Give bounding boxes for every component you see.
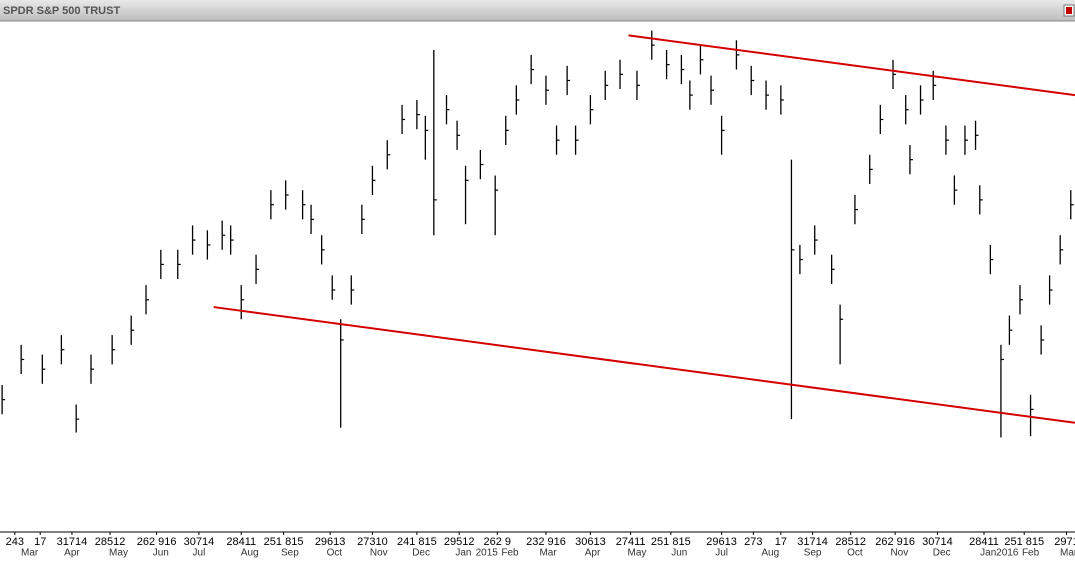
month-tick-label: 2015 (476, 548, 499, 559)
day-tick-label: 30613 (575, 536, 606, 548)
day-tick-label: 29512 (444, 536, 475, 548)
day-tick-label: 30714 (922, 536, 953, 548)
day-tick-label: 232 916 (526, 536, 566, 548)
day-tick-label: 2971 (1054, 536, 1075, 548)
month-tick-label: Aug (241, 548, 259, 559)
day-tick-label: 17 (775, 536, 787, 548)
trendline (213, 306, 1075, 424)
window-button-icon (1066, 7, 1072, 14)
trendline (628, 34, 1075, 97)
month-tick-label: May (109, 548, 128, 559)
month-tick-label: Mar (1060, 548, 1075, 559)
month-tick-label: Jan (455, 548, 471, 559)
window-title: SPDR S&P 500 TRUST (3, 5, 120, 17)
day-tick-label: 28512 (95, 536, 126, 548)
month-tick-label: Jul (193, 548, 206, 559)
month-tick-label: Apr (585, 548, 601, 559)
day-tick-label: 30714 (184, 536, 215, 548)
day-tick-label: 28411 (969, 536, 999, 548)
day-tick-label: 243 (6, 536, 24, 548)
day-tick-label: 262 9 (484, 536, 512, 548)
month-tick-label: 2016 (996, 548, 1019, 559)
day-tick-label: 31714 (57, 536, 88, 548)
month-tick-label: Oct (847, 548, 863, 559)
month-tick-label: Mar (21, 548, 39, 559)
day-tick-label: 251 815 (1004, 536, 1044, 548)
plot (1, 30, 1075, 438)
month-tick-label: Nov (370, 548, 388, 559)
month-tick-label: Sep (281, 548, 299, 559)
day-tick-label: 241 815 (397, 536, 437, 548)
month-tick-label: Dec (933, 548, 951, 559)
month-tick-label: May (628, 548, 647, 559)
month-tick-label: Apr (64, 548, 80, 559)
month-tick-label: Feb (501, 548, 519, 559)
month-tick-label: Jun (671, 548, 687, 559)
day-tick-label: 29613 (315, 536, 346, 548)
month-tick-label: Oct (327, 548, 343, 559)
day-tick-label: 251 815 (651, 536, 691, 548)
day-tick-label: 29613 (706, 536, 737, 548)
day-tick-label: 28411 (226, 536, 256, 548)
title-bar (0, 0, 1075, 21)
month-tick-label: Jan (980, 548, 996, 559)
month-tick-label: Mar (539, 548, 557, 559)
day-tick-label: 27411 (616, 536, 646, 548)
day-tick-label: 251 815 (264, 536, 304, 548)
month-tick-label: Dec (412, 548, 430, 559)
day-tick-label: 31714 (797, 536, 828, 548)
month-tick-label: Jun (153, 548, 169, 559)
month-tick-label: Nov (890, 548, 908, 559)
month-tick-label: Feb (1022, 548, 1040, 559)
day-tick-label: 273 (744, 536, 762, 548)
month-tick-label: Aug (761, 548, 779, 559)
month-tick-label: Jul (715, 548, 728, 559)
day-tick-label: 262 916 (137, 536, 177, 548)
day-tick-label: 17 (34, 536, 46, 548)
day-tick-label: 28512 (835, 536, 866, 548)
month-tick-label: Sep (804, 548, 822, 559)
day-tick-label: 262 916 (875, 536, 915, 548)
day-tick-label: 27310 (357, 536, 388, 548)
